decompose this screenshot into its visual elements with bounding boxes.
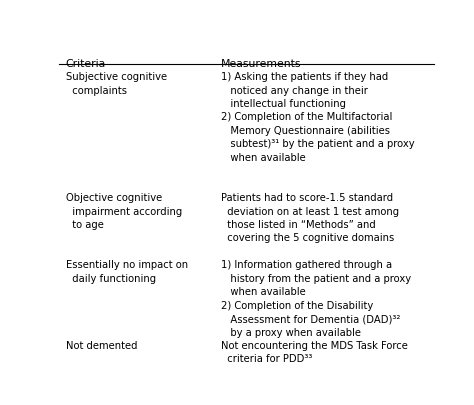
Text: Essentially no impact on: Essentially no impact on — [66, 260, 188, 270]
Text: Subjective cognitive: Subjective cognitive — [66, 72, 167, 82]
Text: to age: to age — [66, 220, 104, 230]
Text: intellectual functioning: intellectual functioning — [221, 99, 346, 109]
Text: by a proxy when available: by a proxy when available — [221, 327, 361, 337]
Text: Criteria: Criteria — [66, 59, 106, 68]
Text: noticed any change in their: noticed any change in their — [221, 85, 368, 95]
Text: impairment according: impairment according — [66, 206, 182, 216]
Text: when available: when available — [221, 287, 306, 296]
Text: 2) Completion of the Multifactorial: 2) Completion of the Multifactorial — [221, 112, 392, 122]
Text: Not demented: Not demented — [66, 340, 137, 350]
Text: 2) Completion of the Disability: 2) Completion of the Disability — [221, 300, 373, 310]
Text: Objective cognitive: Objective cognitive — [66, 193, 162, 202]
Text: Memory Questionnaire (abilities: Memory Questionnaire (abilities — [221, 126, 390, 136]
Text: 1) Asking the patients if they had: 1) Asking the patients if they had — [221, 72, 388, 82]
Text: daily functioning: daily functioning — [66, 273, 156, 283]
Text: history from the patient and a proxy: history from the patient and a proxy — [221, 273, 411, 283]
Text: Assessment for Dementia (DAD)³²: Assessment for Dementia (DAD)³² — [221, 313, 400, 323]
Text: Patients had to score-1.5 standard: Patients had to score-1.5 standard — [221, 193, 393, 202]
Text: criteria for PDD³³: criteria for PDD³³ — [221, 354, 312, 364]
Text: when available: when available — [221, 152, 306, 162]
Text: covering the 5 cognitive domains: covering the 5 cognitive domains — [221, 233, 394, 243]
Text: subtest)³¹ by the patient and a proxy: subtest)³¹ by the patient and a proxy — [221, 139, 414, 149]
Text: complaints: complaints — [66, 85, 127, 95]
Text: Not encountering the MDS Task Force: Not encountering the MDS Task Force — [221, 340, 408, 350]
Text: 1) Information gathered through a: 1) Information gathered through a — [221, 260, 392, 270]
Text: Measurements: Measurements — [221, 59, 301, 68]
Text: deviation on at least 1 test among: deviation on at least 1 test among — [221, 206, 399, 216]
Text: those listed in “Methods” and: those listed in “Methods” and — [221, 220, 375, 230]
